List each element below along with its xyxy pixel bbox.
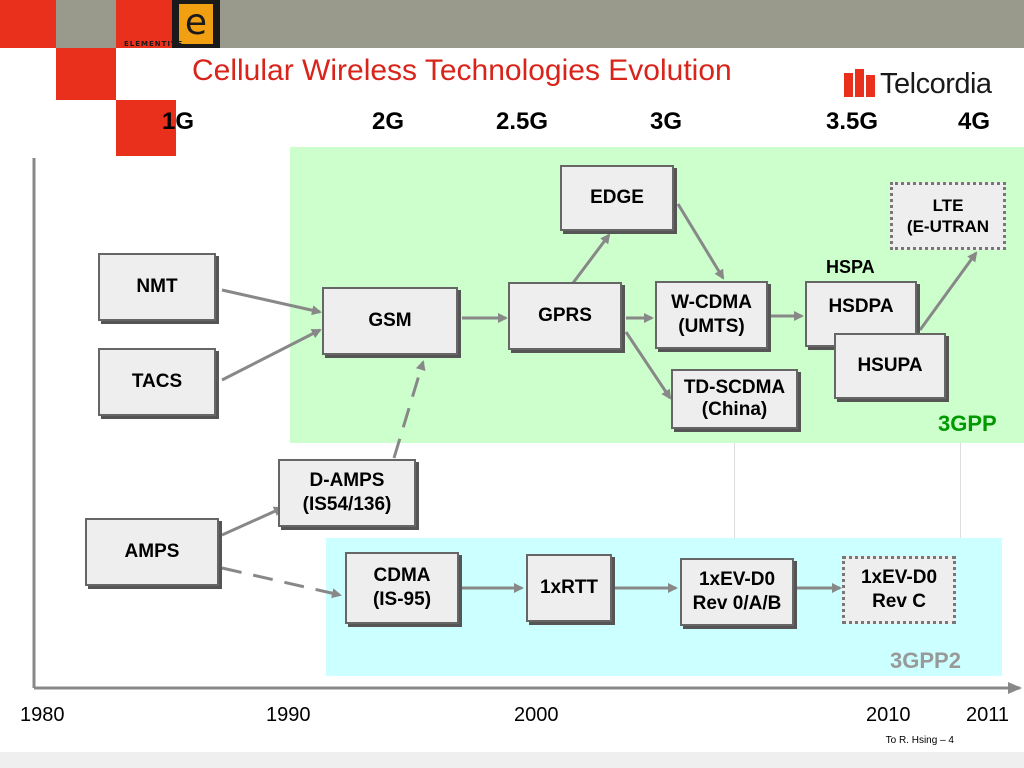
slide-title: Cellular Wireless Technologies Evolution [192,54,732,87]
node-amps: AMPS [85,518,219,586]
decor-square [116,0,172,48]
node-cdma: CDMA (IS-95) [345,552,459,624]
arrow-amps-cdma [221,566,342,599]
node-label-line1: 1xEV-D0 [698,569,776,590]
node-label-line2: (IS-95) [372,589,432,610]
year-label: 1990 [266,704,311,726]
grid-line [734,443,735,538]
region-label-3gpp: 3GPP [938,411,997,436]
generation-label: 1G [162,108,195,135]
node-evdoc: 1xEV-D0 Rev C [842,556,956,624]
node-wcdma: W-CDMA (UMTS) [655,281,768,349]
node-tacs: TACS [98,348,216,416]
generation-label: 4G [958,108,991,135]
node-1xrtt: 1xRTT [526,554,612,622]
node-gprs: GPRS [508,282,622,350]
decor-square [0,0,56,48]
node-label-line2: Rev 0/A/B [692,593,782,614]
node-lte: LTE (E-UTRAN [890,182,1006,250]
node-label-line1: 1xEV-D0 [860,567,938,588]
node-label: 1xRTT [539,577,599,598]
node-label: GSM [368,310,412,331]
year-label: 2011 [966,704,1010,726]
node-label-line1: CDMA [373,565,431,586]
region-label-3gpp2: 3GPP2 [890,648,961,673]
generation-label: 2.5G [496,108,549,135]
node-label: HSDPA [828,296,894,317]
node-label-line1: LTE [932,196,964,215]
node-label: TACS [131,371,183,392]
node-evdo: 1xEV-D0 Rev 0/A/B [680,558,794,626]
telcordia-logo: Telcordia [842,64,1012,104]
arrow-amps-damps [221,506,284,537]
node-label-line1: TD-SCDMA [683,377,786,398]
generation-label: 3G [650,108,683,135]
node-label: AMPS [124,541,180,562]
node-edge: EDGE [560,165,674,231]
year-label: 2000 [514,704,559,726]
footer-bar [0,752,1024,768]
node-label: NMT [136,276,178,297]
node-nmt: NMT [98,253,216,321]
logo-letter: e [179,4,213,44]
logo-wordmark: ELEMENTIVE [124,40,184,48]
node-hsupa: HSUPA [834,333,946,399]
node-label-line2: (E-UTRAN [906,217,990,236]
node-label-line2: (UMTS) [678,316,745,337]
node-damps: D-AMPS (IS54/136) [278,459,416,527]
node-label-line1: D-AMPS [309,470,385,491]
elementive-logo: e [172,0,220,48]
node-label-line2: (China) [701,399,768,420]
node-label: HSUPA [857,355,923,376]
telcordia-mark-icon [842,67,878,101]
generation-label: 3.5G [826,108,879,135]
node-gsm: GSM [322,287,458,355]
node-label-line2: (IS54/136) [302,494,392,515]
node-tdscdma: TD-SCDMA (China) [671,369,798,429]
telcordia-wordmark: Telcordia [880,67,992,100]
grid-line [960,443,961,538]
slide-footnote: To R. Hsing – 4 [885,735,954,746]
year-label: 2010 [866,704,911,726]
decor-square [56,48,116,100]
year-label: 1980 [20,704,65,726]
generation-label: 2G [372,108,405,135]
node-label-line1: W-CDMA [671,292,752,313]
decor-square [116,100,176,156]
node-label: GPRS [538,305,592,326]
node-label: EDGE [590,187,644,208]
hspa-label: HSPA [826,257,875,277]
node-label-line2: Rev C [872,591,926,612]
